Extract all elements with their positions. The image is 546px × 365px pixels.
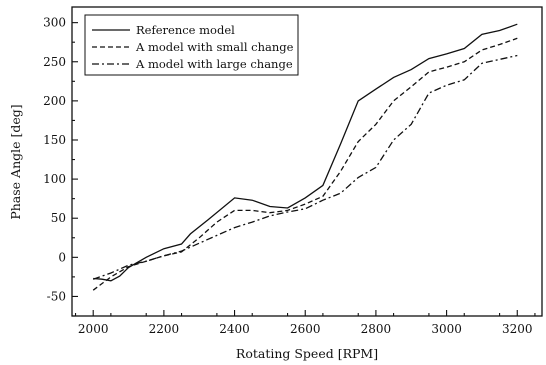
y-tick-label: 150	[43, 133, 66, 147]
legend-label-1: Reference model	[136, 23, 235, 37]
y-tick-label: 50	[51, 211, 66, 225]
y-tick-label: 250	[43, 55, 66, 69]
y-axis-title: Phase Angle [deg]	[8, 104, 23, 219]
y-tick-label: -50	[47, 289, 66, 303]
y-tick-label: 0	[58, 250, 66, 264]
y-tick-label: 200	[43, 94, 66, 108]
y-tick-label: 100	[43, 172, 66, 186]
legend-box	[84, 14, 299, 76]
plot-frame	[71, 6, 543, 317]
y-tick-label: 300	[43, 16, 66, 30]
x-tick-label: 2200	[149, 322, 180, 336]
x-tick-label: 2400	[219, 322, 250, 336]
series-line-3	[92, 54, 518, 280]
legend-label-3: A model with large change	[135, 57, 293, 71]
legend: Reference model A model with small change…	[84, 14, 299, 76]
series-layer	[92, 23, 518, 291]
axis-ticks: 2000 2200 2400 2600 2800 3000 3200 -50 0 50 100 150…	[43, 16, 536, 336]
x-tick-label: 3200	[502, 322, 533, 336]
x-tick-label: 2600	[290, 322, 321, 336]
x-axis-title: Rotating Speed [RPM]	[236, 346, 378, 361]
series-line-1	[93, 23, 518, 282]
x-tick-label: 3000	[431, 322, 462, 336]
legend-label-2: A model with small change	[135, 40, 294, 54]
x-tick-label: 2800	[361, 322, 392, 336]
x-tick-label: 2000	[78, 322, 109, 336]
